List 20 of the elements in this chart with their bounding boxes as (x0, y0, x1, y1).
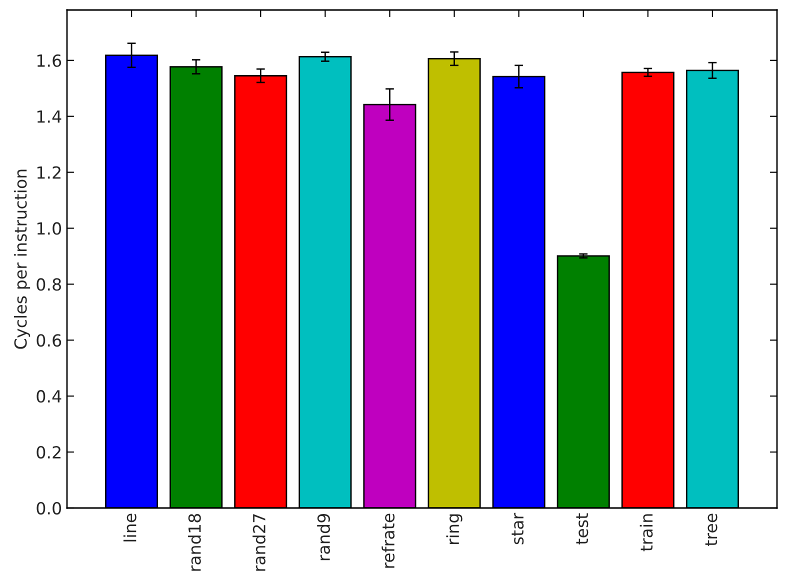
x-tick-label: line (123, 514, 136, 542)
x-tick-label: test (576, 513, 588, 544)
x-tick-label: star (512, 512, 524, 544)
y-tick-label: 1.2 (37, 166, 60, 179)
x-tick-label: rand9 (317, 514, 330, 560)
x-tick-label: train (640, 514, 653, 552)
y-tick-label: 0.2 (36, 446, 60, 459)
y-tick-label: 0.4 (36, 390, 62, 403)
x-tick-label: refrate (382, 514, 395, 568)
x-tick-label: rand27 (252, 514, 266, 571)
y-tick-label: 0.6 (36, 334, 62, 347)
x-tick-label: ring (446, 514, 462, 544)
y-tick-label: 1.6 (37, 54, 62, 67)
x-tick-label: rand18 (188, 514, 201, 571)
y-tick-label: 0.0 (36, 502, 62, 515)
y-tick-label: 0.8 (36, 278, 61, 291)
y-tick-label: 1.4 (37, 110, 62, 123)
x-tick-label: tree (705, 514, 718, 546)
y-tick-label: 1.0 (37, 222, 62, 235)
y-axis-title: Cycles per instruction (14, 170, 30, 349)
